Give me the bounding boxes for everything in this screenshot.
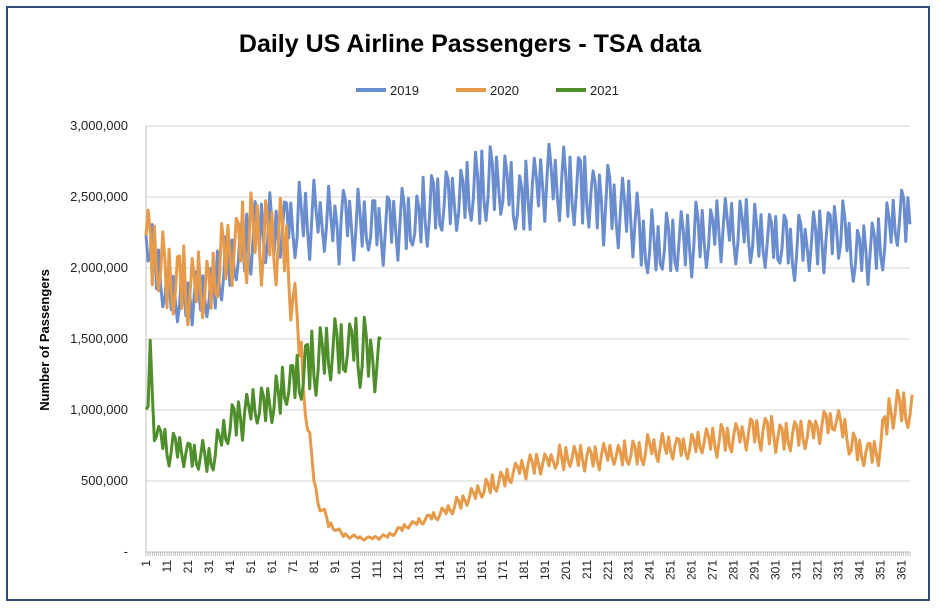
x-tick-marks bbox=[145, 552, 911, 556]
y-tick-label: 2,500,000 bbox=[70, 189, 128, 204]
x-tick-label: 341 bbox=[853, 560, 867, 580]
y-tick-label: 1,000,000 bbox=[70, 402, 128, 417]
x-tick-label: 281 bbox=[727, 560, 741, 580]
legend-label-2021: 2021 bbox=[590, 83, 619, 98]
x-tick-label: 191 bbox=[538, 560, 552, 580]
x-tick-label: 141 bbox=[433, 560, 447, 580]
x-tick-label: 271 bbox=[706, 560, 720, 580]
x-tick-label: 51 bbox=[244, 560, 258, 574]
x-tick-label: 71 bbox=[286, 560, 300, 574]
x-tick-label: 31 bbox=[202, 560, 216, 574]
series-line-2021 bbox=[144, 315, 382, 473]
x-tick-label: 181 bbox=[517, 560, 531, 580]
x-tick-label: 91 bbox=[328, 560, 342, 574]
legend-label-2019: 2019 bbox=[390, 83, 419, 98]
x-tick-label: 241 bbox=[643, 560, 657, 580]
x-tick-label: 151 bbox=[454, 560, 468, 580]
x-tick-label: 311 bbox=[790, 560, 804, 579]
x-tick-label: 81 bbox=[307, 560, 321, 574]
x-tick-label: 251 bbox=[664, 560, 678, 580]
y-axis-ticks: - 500,000 1,000,000 1,500,000 2,000,000 2,500… bbox=[70, 118, 128, 559]
x-tick-label: 1 bbox=[139, 560, 153, 567]
x-tick-label: 331 bbox=[832, 560, 846, 580]
y-axis-title: Number of Passengers bbox=[37, 269, 52, 411]
x-tick-label: 131 bbox=[412, 560, 426, 580]
x-tick-label: 321 bbox=[811, 560, 825, 580]
x-tick-label: 361 bbox=[895, 560, 909, 580]
x-tick-label: 231 bbox=[622, 560, 636, 580]
x-tick-label: 171 bbox=[496, 560, 510, 580]
x-tick-label: 351 bbox=[874, 560, 888, 580]
x-tick-label: 111 bbox=[370, 560, 384, 579]
x-tick-label: 201 bbox=[559, 560, 573, 580]
x-tick-label: 41 bbox=[223, 560, 237, 574]
x-tick-label: 221 bbox=[601, 560, 615, 580]
x-tick-label: 21 bbox=[181, 560, 195, 574]
series-line-2020 bbox=[144, 191, 914, 542]
series-line-2019 bbox=[144, 142, 912, 327]
x-tick-label: 121 bbox=[391, 560, 405, 580]
x-tick-label: 101 bbox=[349, 560, 363, 580]
y-tick-label: 3,000,000 bbox=[70, 118, 128, 133]
x-tick-label: 301 bbox=[769, 560, 783, 580]
chart-title: Daily US Airline Passengers - TSA data bbox=[239, 30, 702, 58]
x-tick-label: 61 bbox=[265, 560, 279, 574]
y-tick-label: 2,000,000 bbox=[70, 260, 128, 275]
x-tick-label: 261 bbox=[685, 560, 699, 580]
x-axis-ticks: 1 11 21 31 41 51 61 71 81 91 101 111 121 131 141 151 161… bbox=[139, 552, 911, 580]
y-tick-label: 1,500,000 bbox=[70, 331, 128, 346]
y-tick-label: 500,000 bbox=[81, 473, 128, 488]
x-tick-label: 161 bbox=[475, 560, 489, 580]
y-tick-label: - bbox=[124, 544, 128, 559]
x-tick-label: 291 bbox=[748, 560, 762, 580]
x-tick-label: 11 bbox=[160, 560, 174, 573]
x-tick-label: 211 bbox=[580, 560, 594, 579]
legend: 2019 2020 2021 bbox=[356, 83, 619, 98]
legend-label-2020: 2020 bbox=[490, 83, 519, 98]
series-lines bbox=[144, 142, 914, 542]
